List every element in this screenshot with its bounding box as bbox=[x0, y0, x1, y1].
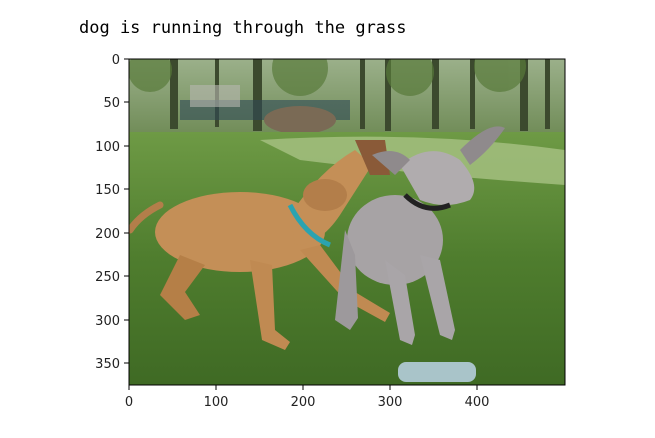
x-tick-label: 300 bbox=[378, 395, 403, 410]
x-tick-label: 400 bbox=[465, 395, 490, 410]
y-tick-label: 250 bbox=[95, 270, 120, 285]
grey-dog bbox=[335, 126, 505, 345]
water-bottle bbox=[398, 362, 476, 382]
y-tick-label: 350 bbox=[95, 357, 120, 372]
x-tick-label: 0 bbox=[125, 395, 133, 410]
y-tick-label: 200 bbox=[95, 227, 120, 242]
photo-image bbox=[129, 59, 565, 385]
image-caption: dog is running through the grass bbox=[79, 18, 407, 38]
x-tick-label: 100 bbox=[204, 395, 229, 410]
x-axis: 0 100 200 300 400 bbox=[125, 385, 490, 410]
y-tick-label: 50 bbox=[103, 96, 120, 111]
y-axis: 0 50 100 150 200 250 300 350 bbox=[95, 53, 129, 372]
x-tick-label: 200 bbox=[291, 395, 316, 410]
y-tick-label: 0 bbox=[112, 53, 120, 68]
y-tick-label: 100 bbox=[95, 140, 120, 155]
y-tick-label: 150 bbox=[95, 183, 120, 198]
y-tick-label: 300 bbox=[95, 314, 120, 329]
